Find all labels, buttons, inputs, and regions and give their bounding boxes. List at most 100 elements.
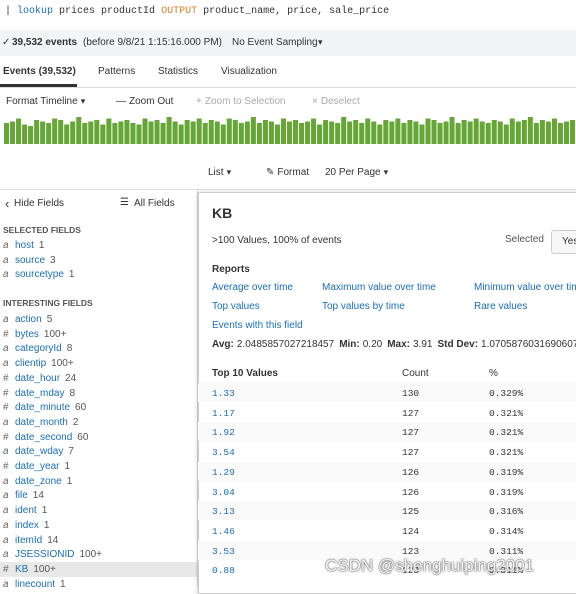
timeline-bar[interactable] bbox=[286, 121, 293, 145]
field-row[interactable]: a action 5 bbox=[3, 315, 52, 325]
hide-fields[interactable]: Hide Fields bbox=[14, 198, 65, 209]
field-row[interactable]: # KB 100+ bbox=[3, 564, 56, 575]
timeline-bar[interactable] bbox=[256, 123, 262, 144]
table-cell[interactable]: 1.29 bbox=[212, 466, 235, 478]
timeline-bar[interactable] bbox=[431, 120, 437, 144]
timeline-bar[interactable] bbox=[353, 120, 359, 144]
timeline-bar[interactable] bbox=[214, 121, 220, 145]
timeline-bar[interactable] bbox=[94, 120, 100, 144]
report-link[interactable]: Average over time bbox=[212, 282, 293, 293]
field-row[interactable]: # date_minute 60 bbox=[3, 403, 86, 413]
field-row[interactable]: # date_year 1 bbox=[3, 462, 70, 472]
timeline-bar[interactable] bbox=[401, 123, 407, 144]
timeline-bar[interactable] bbox=[208, 120, 214, 144]
timeline-tool[interactable]: Format Timeline ▾ bbox=[6, 97, 85, 107]
timeline-bar[interactable] bbox=[154, 120, 160, 144]
timeline-bar[interactable] bbox=[268, 121, 274, 145]
search-query[interactable]: | lookup prices productId OUTPUT product… bbox=[5, 7, 389, 17]
timeline-bar[interactable] bbox=[461, 120, 467, 144]
timeline-bar[interactable] bbox=[491, 120, 497, 144]
timeline-bar[interactable] bbox=[551, 118, 557, 145]
results-tool[interactable]: List ▾ bbox=[208, 168, 231, 178]
timeline-bar[interactable] bbox=[166, 117, 172, 144]
table-cell[interactable]: 1.17 bbox=[212, 407, 235, 419]
timeline-bar[interactable] bbox=[371, 121, 377, 145]
timeline-bar[interactable] bbox=[413, 121, 419, 145]
timeline-bar[interactable] bbox=[142, 118, 148, 145]
results-tool[interactable]: 20 Per Page ▾ bbox=[325, 168, 388, 178]
timeline-bar[interactable] bbox=[539, 120, 545, 144]
timeline-bar[interactable] bbox=[46, 123, 52, 144]
timeline-bar[interactable] bbox=[220, 124, 226, 145]
timeline-bar[interactable] bbox=[190, 121, 196, 145]
timeline-bar[interactable] bbox=[425, 118, 431, 145]
field-row[interactable]: a linecount 1 bbox=[3, 579, 66, 590]
timeline-bar[interactable] bbox=[58, 120, 64, 144]
field-row[interactable]: a itemId 14 bbox=[3, 535, 58, 546]
timeline-bar[interactable] bbox=[172, 121, 178, 145]
tab[interactable]: Events (39,532) bbox=[3, 66, 76, 77]
timeline-bar[interactable] bbox=[70, 121, 76, 145]
field-row[interactable]: # date_hour 24 bbox=[3, 373, 76, 384]
timeline-bar[interactable] bbox=[34, 120, 40, 144]
timeline-bar[interactable] bbox=[323, 120, 329, 144]
timeline-bar[interactable] bbox=[112, 123, 118, 144]
timeline-bar[interactable] bbox=[527, 117, 533, 144]
timeline-bar[interactable] bbox=[485, 123, 491, 144]
report-link[interactable]: Maximum value over time bbox=[322, 282, 436, 293]
timeline-bar[interactable] bbox=[311, 118, 317, 145]
sampling-menu[interactable]: No Event Sampling bbox=[232, 37, 318, 48]
timeline-bar[interactable] bbox=[383, 120, 389, 144]
report-link[interactable]: Minimum value over time bbox=[474, 282, 576, 293]
field-row[interactable]: a categoryId 8 bbox=[3, 344, 72, 354]
timeline-bar[interactable] bbox=[515, 121, 521, 145]
timeline-bar[interactable] bbox=[202, 123, 208, 144]
timeline-bar[interactable] bbox=[557, 123, 563, 144]
timeline-bar[interactable] bbox=[473, 118, 479, 145]
timeline-bar[interactable] bbox=[250, 117, 256, 144]
field-row[interactable]: # bytes 100+ bbox=[3, 329, 66, 340]
field-row[interactable]: a file 14 bbox=[3, 491, 44, 501]
tab[interactable]: Patterns bbox=[98, 66, 136, 77]
timeline-bar[interactable] bbox=[455, 123, 461, 144]
timeline-bar[interactable] bbox=[359, 123, 365, 144]
timeline-bar[interactable] bbox=[317, 124, 323, 145]
table-cell[interactable]: 3.13 bbox=[212, 506, 235, 518]
field-row[interactable]: a JSESSIONID 100+ bbox=[3, 550, 102, 560]
table-cell[interactable]: 1.46 bbox=[212, 525, 235, 537]
timeline-bar[interactable] bbox=[545, 121, 551, 145]
timeline-bar[interactable] bbox=[437, 123, 443, 144]
timeline-bar[interactable] bbox=[196, 118, 202, 145]
timeline-tool[interactable]: × Deselect bbox=[312, 97, 360, 107]
field-row[interactable]: a sourcetype 1 bbox=[3, 270, 74, 280]
timeline-bar[interactable] bbox=[274, 124, 280, 145]
field-row[interactable]: a source 3 bbox=[3, 255, 56, 266]
timeline-bar[interactable] bbox=[244, 121, 250, 145]
timeline-bar[interactable] bbox=[509, 118, 515, 145]
timeline-bar[interactable] bbox=[305, 121, 311, 145]
timeline-bar[interactable] bbox=[467, 121, 473, 145]
timeline-bar[interactable] bbox=[232, 120, 238, 144]
field-row[interactable]: a date_wday 7 bbox=[3, 447, 74, 457]
timeline-bar[interactable] bbox=[395, 118, 401, 145]
timeline-bar[interactable] bbox=[293, 120, 299, 144]
timeline-bar[interactable] bbox=[365, 118, 371, 145]
field-row[interactable]: a clientip 100+ bbox=[3, 359, 74, 369]
timeline-bar[interactable] bbox=[419, 124, 425, 145]
timeline-bar[interactable] bbox=[479, 121, 485, 145]
field-row[interactable]: a date_zone 1 bbox=[3, 476, 72, 487]
timeline-bar[interactable] bbox=[76, 117, 82, 144]
timeline-bar[interactable] bbox=[335, 123, 341, 144]
timeline-bar[interactable] bbox=[497, 121, 503, 145]
table-cell[interactable]: 0.88 bbox=[212, 565, 235, 577]
timeline-bar[interactable] bbox=[449, 117, 455, 144]
table-cell[interactable]: 3.54 bbox=[212, 447, 235, 459]
results-tool[interactable]: ✎ Format bbox=[266, 168, 309, 178]
timeline-bar[interactable] bbox=[299, 123, 305, 144]
tab[interactable]: Statistics bbox=[158, 66, 199, 77]
timeline-histogram[interactable] bbox=[0, 116, 576, 146]
timeline-bar[interactable] bbox=[88, 121, 94, 145]
report-link[interactable]: Events with this field bbox=[212, 320, 303, 331]
timeline-bar[interactable] bbox=[130, 123, 136, 144]
toggle-button[interactable] bbox=[551, 230, 576, 254]
